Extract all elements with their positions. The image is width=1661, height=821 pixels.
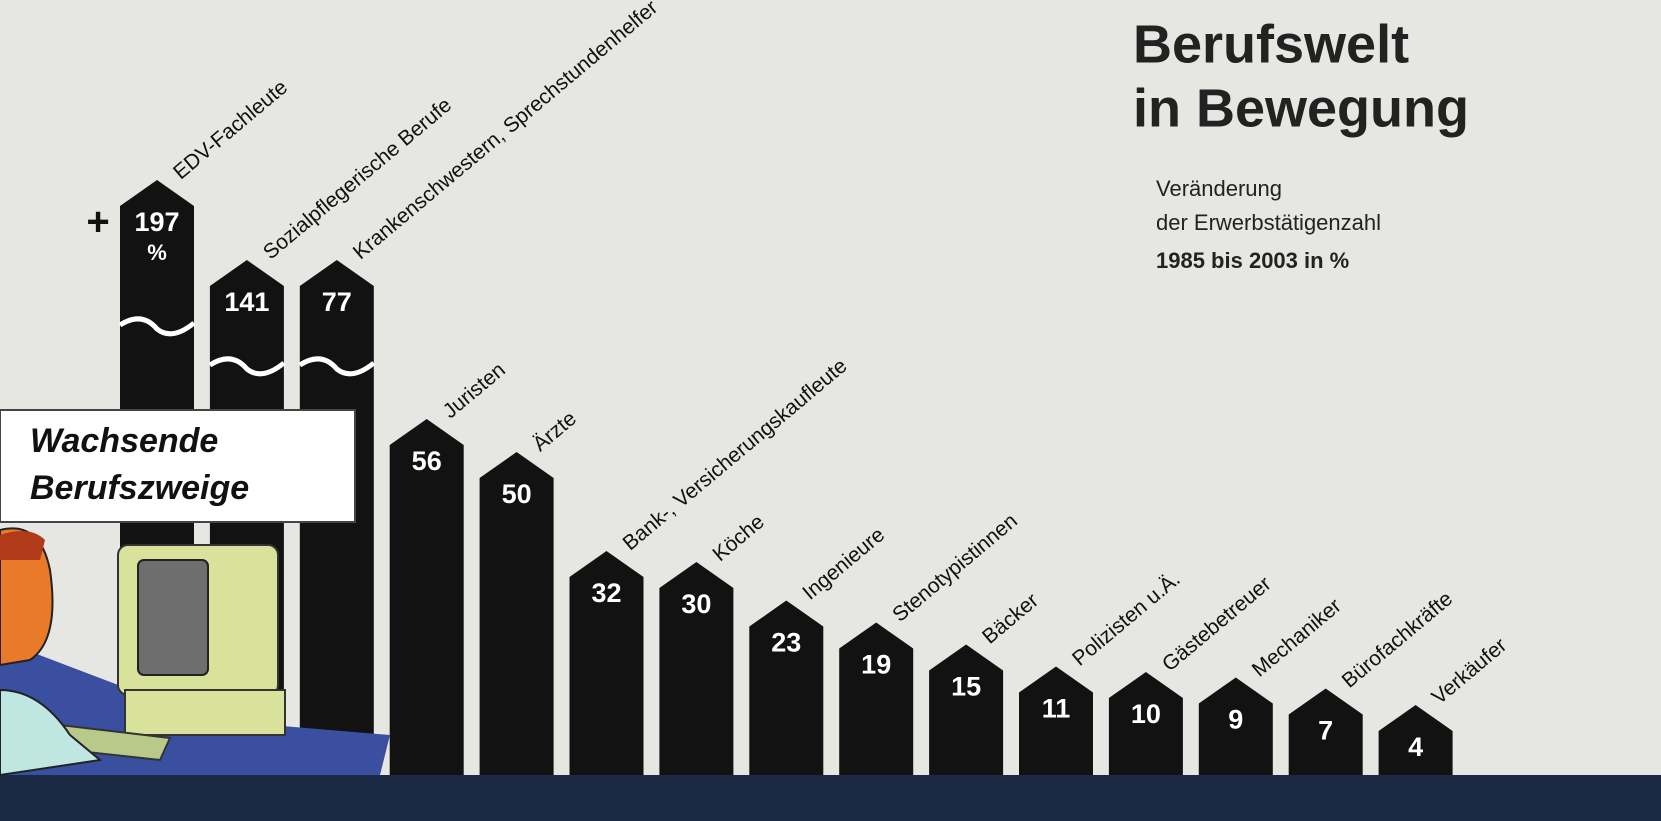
- value-label: 11: [1042, 694, 1071, 724]
- annotation: Berufszweige: [30, 469, 249, 507]
- annotation-box: [0, 409, 356, 523]
- bar: [929, 644, 1004, 775]
- bar: [1288, 688, 1363, 775]
- subtitle: der Erwerbstätigenzahl: [1156, 210, 1381, 235]
- subtitle: Veränderung: [1156, 176, 1282, 201]
- value-label: 30: [681, 589, 711, 619]
- value-label: 10: [1131, 699, 1161, 729]
- bar: [1108, 672, 1183, 775]
- bar: [839, 622, 914, 775]
- bar: [479, 452, 554, 775]
- floor-strip: [0, 775, 1661, 821]
- axis-break: [208, 356, 286, 377]
- axis-break: [118, 316, 196, 337]
- value-label: 19: [861, 650, 891, 680]
- value-label: 32: [591, 578, 621, 608]
- value-label: 9: [1228, 705, 1243, 735]
- computer-illustration: [0, 527, 390, 777]
- bar: [659, 562, 734, 775]
- value-label: +197%: [86, 200, 179, 265]
- bar: [749, 600, 824, 775]
- value-label: 77: [322, 287, 352, 317]
- axis-break: [298, 356, 376, 377]
- value-label: 7: [1318, 716, 1333, 746]
- annotation: Wachsende: [30, 422, 218, 460]
- bar: [1198, 677, 1273, 775]
- bar: [1019, 666, 1093, 775]
- value-label: 141: [224, 287, 269, 317]
- chart-title: in Bewegung: [1133, 78, 1469, 138]
- value-label: 15: [951, 672, 981, 702]
- subtitle: 1985 bis 2003 in %: [1156, 248, 1349, 273]
- chart-title: Berufswelt: [1133, 14, 1409, 74]
- value-label: 56: [412, 446, 442, 476]
- value-label: 50: [502, 479, 532, 509]
- bar: [569, 551, 644, 775]
- value-label: 23: [771, 628, 801, 658]
- bar: [1378, 705, 1453, 775]
- value-label: 4: [1408, 732, 1423, 762]
- bar: [389, 419, 464, 775]
